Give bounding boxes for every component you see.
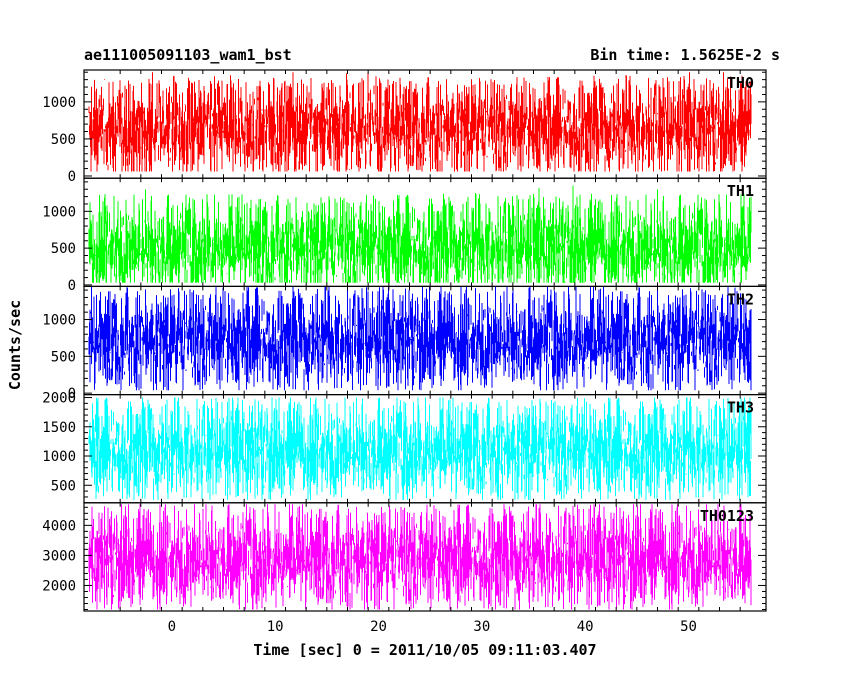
x-tick-label: 40 — [577, 619, 594, 635]
legend-label-th3: TH3 — [727, 399, 754, 417]
y-tick-label: 1000 — [42, 95, 76, 111]
series-line-th1 — [88, 185, 752, 283]
panel-frame — [83, 502, 767, 612]
y-tick-label: 3000 — [42, 548, 76, 564]
series-line-th0123 — [88, 504, 752, 610]
x-tick-label: 50 — [680, 619, 697, 635]
y-tick-label: 1000 — [42, 449, 76, 465]
y-tick-label: 500 — [51, 478, 76, 494]
chart-title-right: Bin time: 1.5625E-2 s — [590, 46, 780, 64]
y-tick-label: 1000 — [42, 204, 76, 220]
x-tick-label: 30 — [473, 619, 490, 635]
y-tick-label: 0 — [68, 169, 76, 185]
x-tick-label: 20 — [370, 619, 387, 635]
x-tick-label: 0 — [168, 619, 176, 635]
x-axis-label: Time [sec] 0 = 2011/10/05 09:11:03.407 — [253, 641, 596, 659]
series-line-th0 — [88, 72, 752, 172]
legend-label-th0123: TH0123 — [700, 507, 754, 525]
y-tick-label: 0 — [68, 386, 76, 402]
panels-group: TH005001000TH105001000TH205001000TH35001… — [42, 69, 767, 635]
y-tick-label: 4000 — [42, 518, 76, 534]
chart-title-left: ae111005091103_wam1_bst — [84, 46, 292, 64]
series-line-th2 — [88, 286, 752, 391]
panel-th0: TH0 0 500 1000 — [42, 69, 767, 185]
y-tick-label: 0 — [68, 278, 76, 294]
y-tick-label: 2000 — [42, 578, 76, 594]
y-tick-label: 500 — [51, 241, 76, 257]
x-tick-label: 10 — [267, 619, 284, 635]
y-tick-label: 1500 — [42, 420, 76, 436]
series-line-th3 — [88, 397, 752, 500]
panel-th0123: TH0123 2000 3000 4000 — [42, 502, 767, 612]
y-tick-label: 500 — [51, 132, 76, 148]
y-tick-label: 500 — [51, 349, 76, 365]
y-tick-label: 2000 — [42, 391, 76, 407]
y-tick-label: 1000 — [42, 313, 76, 329]
legend-label-th0: TH0 — [727, 74, 754, 92]
panel-th2: TH2 0 500 1000 — [42, 285, 767, 402]
legend-label-th1: TH1 — [727, 182, 754, 200]
y-axis-label: Counts/sec — [6, 300, 24, 390]
legend-label-th2: TH2 — [727, 290, 754, 308]
